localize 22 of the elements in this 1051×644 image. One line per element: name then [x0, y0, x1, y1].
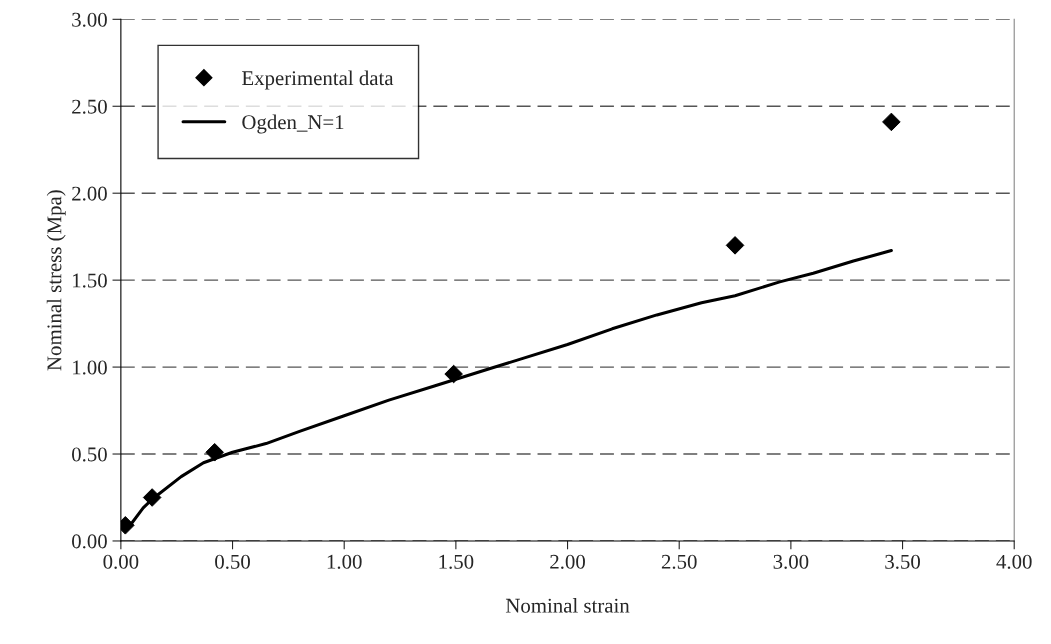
y-tick-label: 2.00: [72, 186, 107, 201]
x-tick-label: 3.00: [773, 554, 809, 569]
y-tick-label: 1.50: [73, 273, 107, 288]
x-tick-label: 2.00: [550, 554, 585, 569]
x-tick-label: 2.50: [661, 554, 697, 569]
point: [142, 488, 162, 507]
x-tick-label: 0.00: [103, 554, 139, 569]
x-tick-label: 1.50: [439, 554, 474, 569]
y-axis-title: Nominal stress (Mpa): [46, 190, 66, 371]
y-tick-label: 2.50: [72, 99, 107, 114]
point: [882, 112, 901, 132]
y-tick-label: 3.00: [72, 12, 107, 27]
x-tick-label: 3.50: [885, 554, 920, 569]
y-tick-label: 0.00: [72, 534, 107, 549]
y-tick-label: 0.50: [72, 447, 107, 462]
legend-label: Experimental data: [242, 70, 394, 90]
x-tick-label: 4.00: [996, 554, 1032, 569]
x-tick-label: 0.50: [215, 554, 250, 569]
y-tick-label: 1.00: [73, 360, 107, 375]
x-axis-title: Nominal strain: [505, 598, 630, 613]
legend-label: Ogden_N=1: [242, 114, 344, 134]
x-tick-label: 1.00: [327, 554, 362, 569]
